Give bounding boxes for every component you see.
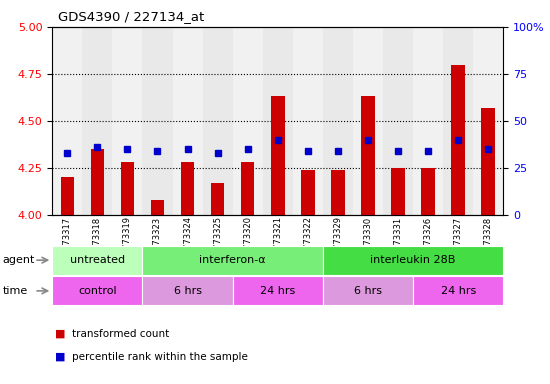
Bar — [181, 162, 194, 215]
Bar — [331, 170, 345, 215]
Bar — [323, 27, 353, 215]
Bar — [413, 276, 503, 305]
Text: 6 hrs: 6 hrs — [174, 286, 201, 296]
Text: untreated: untreated — [70, 255, 125, 265]
Bar — [481, 108, 495, 215]
Bar — [391, 168, 405, 215]
Bar — [443, 27, 473, 215]
Text: time: time — [3, 286, 28, 296]
Bar — [421, 168, 435, 215]
Text: transformed count: transformed count — [72, 329, 169, 339]
Bar — [142, 246, 323, 275]
Text: interferon-α: interferon-α — [199, 255, 266, 265]
Bar — [173, 27, 202, 215]
Text: 24 hrs: 24 hrs — [441, 286, 476, 296]
Bar — [202, 27, 233, 215]
Bar — [383, 27, 413, 215]
Text: control: control — [78, 286, 117, 296]
Bar — [353, 27, 383, 215]
Text: ■: ■ — [55, 329, 65, 339]
Text: interleukin 28B: interleukin 28B — [370, 255, 456, 265]
Bar — [452, 65, 465, 215]
Bar — [142, 276, 233, 305]
Bar — [120, 162, 134, 215]
Bar — [91, 149, 104, 215]
Bar — [52, 276, 142, 305]
Bar — [323, 276, 413, 305]
Text: 24 hrs: 24 hrs — [260, 286, 295, 296]
Text: percentile rank within the sample: percentile rank within the sample — [72, 352, 248, 362]
Bar — [112, 27, 142, 215]
Text: 6 hrs: 6 hrs — [354, 286, 382, 296]
Bar — [211, 183, 224, 215]
Bar — [271, 96, 284, 215]
Bar — [293, 27, 323, 215]
Text: agent: agent — [3, 255, 35, 265]
Text: ■: ■ — [55, 352, 65, 362]
Bar — [323, 246, 503, 275]
Bar — [361, 96, 375, 215]
Bar — [263, 27, 293, 215]
Bar — [233, 27, 263, 215]
Bar — [82, 27, 112, 215]
Bar — [52, 27, 82, 215]
Bar — [241, 162, 255, 215]
Bar — [301, 170, 315, 215]
Bar — [60, 177, 74, 215]
Bar — [151, 200, 164, 215]
Text: GDS4390 / 227134_at: GDS4390 / 227134_at — [58, 10, 204, 23]
Bar — [233, 276, 323, 305]
Bar — [473, 27, 503, 215]
Bar — [52, 246, 142, 275]
Bar — [142, 27, 173, 215]
Bar — [413, 27, 443, 215]
